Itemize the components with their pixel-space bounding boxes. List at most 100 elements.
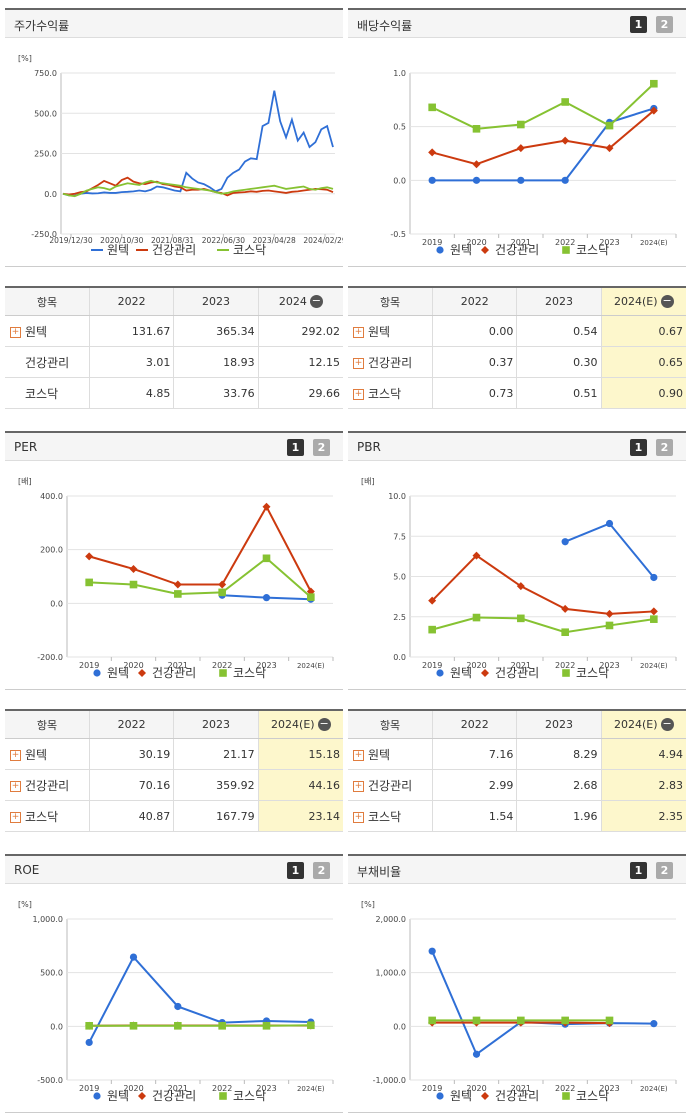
row-label-cell: +건강관리 <box>348 770 433 801</box>
row-label: 코스닥 <box>368 387 401 401</box>
table-cell: 40.87 <box>90 801 174 832</box>
expand-plus-icon[interactable]: + <box>353 389 364 400</box>
x-tick-label: 2022 <box>555 238 575 247</box>
series-line-kosdaq <box>89 558 311 597</box>
y-tick-label: 7.5 <box>393 532 406 541</box>
column-header-label: 2024(E) <box>271 718 315 731</box>
row-label-cell: +원텍 <box>348 316 433 347</box>
column-header: 2023 <box>517 710 601 739</box>
row-label: 건강관리 <box>25 356 69 370</box>
table-cell: 2.68 <box>517 770 601 801</box>
row-label-cell: +건강관리 <box>348 347 433 378</box>
page-2-button[interactable]: 2 <box>656 16 673 33</box>
data-point-kosdaq <box>517 121 525 129</box>
page-1-button[interactable]: 1 <box>287 439 304 456</box>
x-tick-label: 2019 <box>79 1084 99 1093</box>
data-point-kosdaq <box>428 104 436 112</box>
expand-plus-icon[interactable]: + <box>10 812 21 823</box>
collapse-minus-icon[interactable]: − <box>318 718 331 731</box>
x-tick-label: 2019/12/30 <box>49 236 92 245</box>
data-point-wontech <box>650 574 657 581</box>
column-header: 항목 <box>348 710 433 739</box>
x-tick-label: 2022 <box>212 661 232 670</box>
page-1-button[interactable]: 1 <box>630 439 647 456</box>
data-point-kosdaq <box>428 1017 436 1025</box>
panel-header: PBR 1 2 <box>348 431 686 461</box>
table-cell: 0.00 <box>433 316 517 347</box>
panel-title: 부채비율 <box>357 863 401 880</box>
x-tick-label: 2024(E) <box>297 662 325 670</box>
legend-label-kosdaq: 코스닥 <box>576 1089 609 1103</box>
expand-plus-icon[interactable]: + <box>10 781 21 792</box>
data-point-kosdaq <box>218 589 226 597</box>
data-point-kosdaq <box>473 125 481 133</box>
data-point-healthcare <box>85 552 93 560</box>
y-tick-label: 1,000.0 <box>32 915 63 924</box>
data-point-kosdaq <box>307 1021 315 1029</box>
expand-plus-icon[interactable]: + <box>353 750 364 761</box>
expand-plus-icon[interactable]: + <box>353 358 364 369</box>
data-point-kosdaq <box>561 1017 569 1025</box>
legend-label-healthcare: 건강관리 <box>495 1089 539 1103</box>
series-line-healthcare <box>89 507 311 592</box>
data-point-kosdaq <box>606 1017 614 1025</box>
data-point-wontech <box>429 948 436 955</box>
collapse-minus-icon[interactable]: − <box>310 295 323 308</box>
data-point-kosdaq <box>263 555 271 563</box>
table-cell: 1.54 <box>433 801 517 832</box>
panel-header: 배당수익률 1 2 <box>348 8 686 38</box>
expand-plus-icon[interactable]: + <box>353 327 364 338</box>
expand-plus-icon[interactable]: + <box>10 750 21 761</box>
collapse-minus-icon[interactable]: − <box>661 718 674 731</box>
table-cell: 0.54 <box>517 316 601 347</box>
collapse-minus-icon[interactable]: − <box>661 295 674 308</box>
expand-plus-icon[interactable]: + <box>10 327 21 338</box>
y-tick-label: 0.0 <box>44 190 57 199</box>
column-header: 2023 <box>174 710 258 739</box>
page-2-button[interactable]: 2 <box>656 439 673 456</box>
column-header: 항목 <box>5 710 90 739</box>
y-tick-label: 1.0 <box>393 69 406 78</box>
y-tick-label: -500.0 <box>37 1076 63 1085</box>
y-unit-label: [%] <box>18 900 32 909</box>
legend-marker-kosdaq <box>219 1092 227 1100</box>
table-cell: 292.02 <box>258 316 343 347</box>
data-point-kosdaq <box>561 628 569 636</box>
table-cell: 0.90 <box>601 378 686 409</box>
row-label-cell: 건강관리 <box>5 347 90 378</box>
page-2-button[interactable]: 2 <box>313 862 330 879</box>
data-point-healthcare <box>428 148 436 156</box>
row-label-cell: +원텍 <box>5 316 90 347</box>
page-1-button[interactable]: 1 <box>630 862 647 879</box>
series-line-kosdaq <box>89 1025 311 1026</box>
expand-plus-icon[interactable]: + <box>353 781 364 792</box>
y-tick-label: 0.5 <box>393 123 406 132</box>
table-cell: 2.99 <box>433 770 517 801</box>
page-1-button[interactable]: 1 <box>287 862 304 879</box>
data-point-kosdaq <box>517 615 525 623</box>
column-header-label: 2024(E) <box>614 718 658 731</box>
page-2-button[interactable]: 2 <box>656 862 673 879</box>
legend-label-wontech: 원텍 <box>450 666 472 680</box>
series-line-wontech <box>63 91 333 196</box>
y-tick-label: 200.0 <box>40 546 63 555</box>
legend-label-wontech: 원텍 <box>107 1089 129 1103</box>
y-tick-label: -1,000.0 <box>373 1076 406 1085</box>
y-tick-label: 1,000.0 <box>375 969 406 978</box>
page-2-button[interactable]: 2 <box>313 439 330 456</box>
legend-marker-wontech <box>436 1092 443 1099</box>
column-header-label: 2022 <box>118 295 146 308</box>
x-tick-label: 2024(E) <box>640 662 668 670</box>
legend-marker-healthcare <box>138 669 146 677</box>
expand-plus-icon[interactable]: + <box>353 812 364 823</box>
page-1-button[interactable]: 1 <box>630 16 647 33</box>
y-tick-label: 0.0 <box>50 1022 63 1031</box>
data-point-healthcare <box>517 144 525 152</box>
